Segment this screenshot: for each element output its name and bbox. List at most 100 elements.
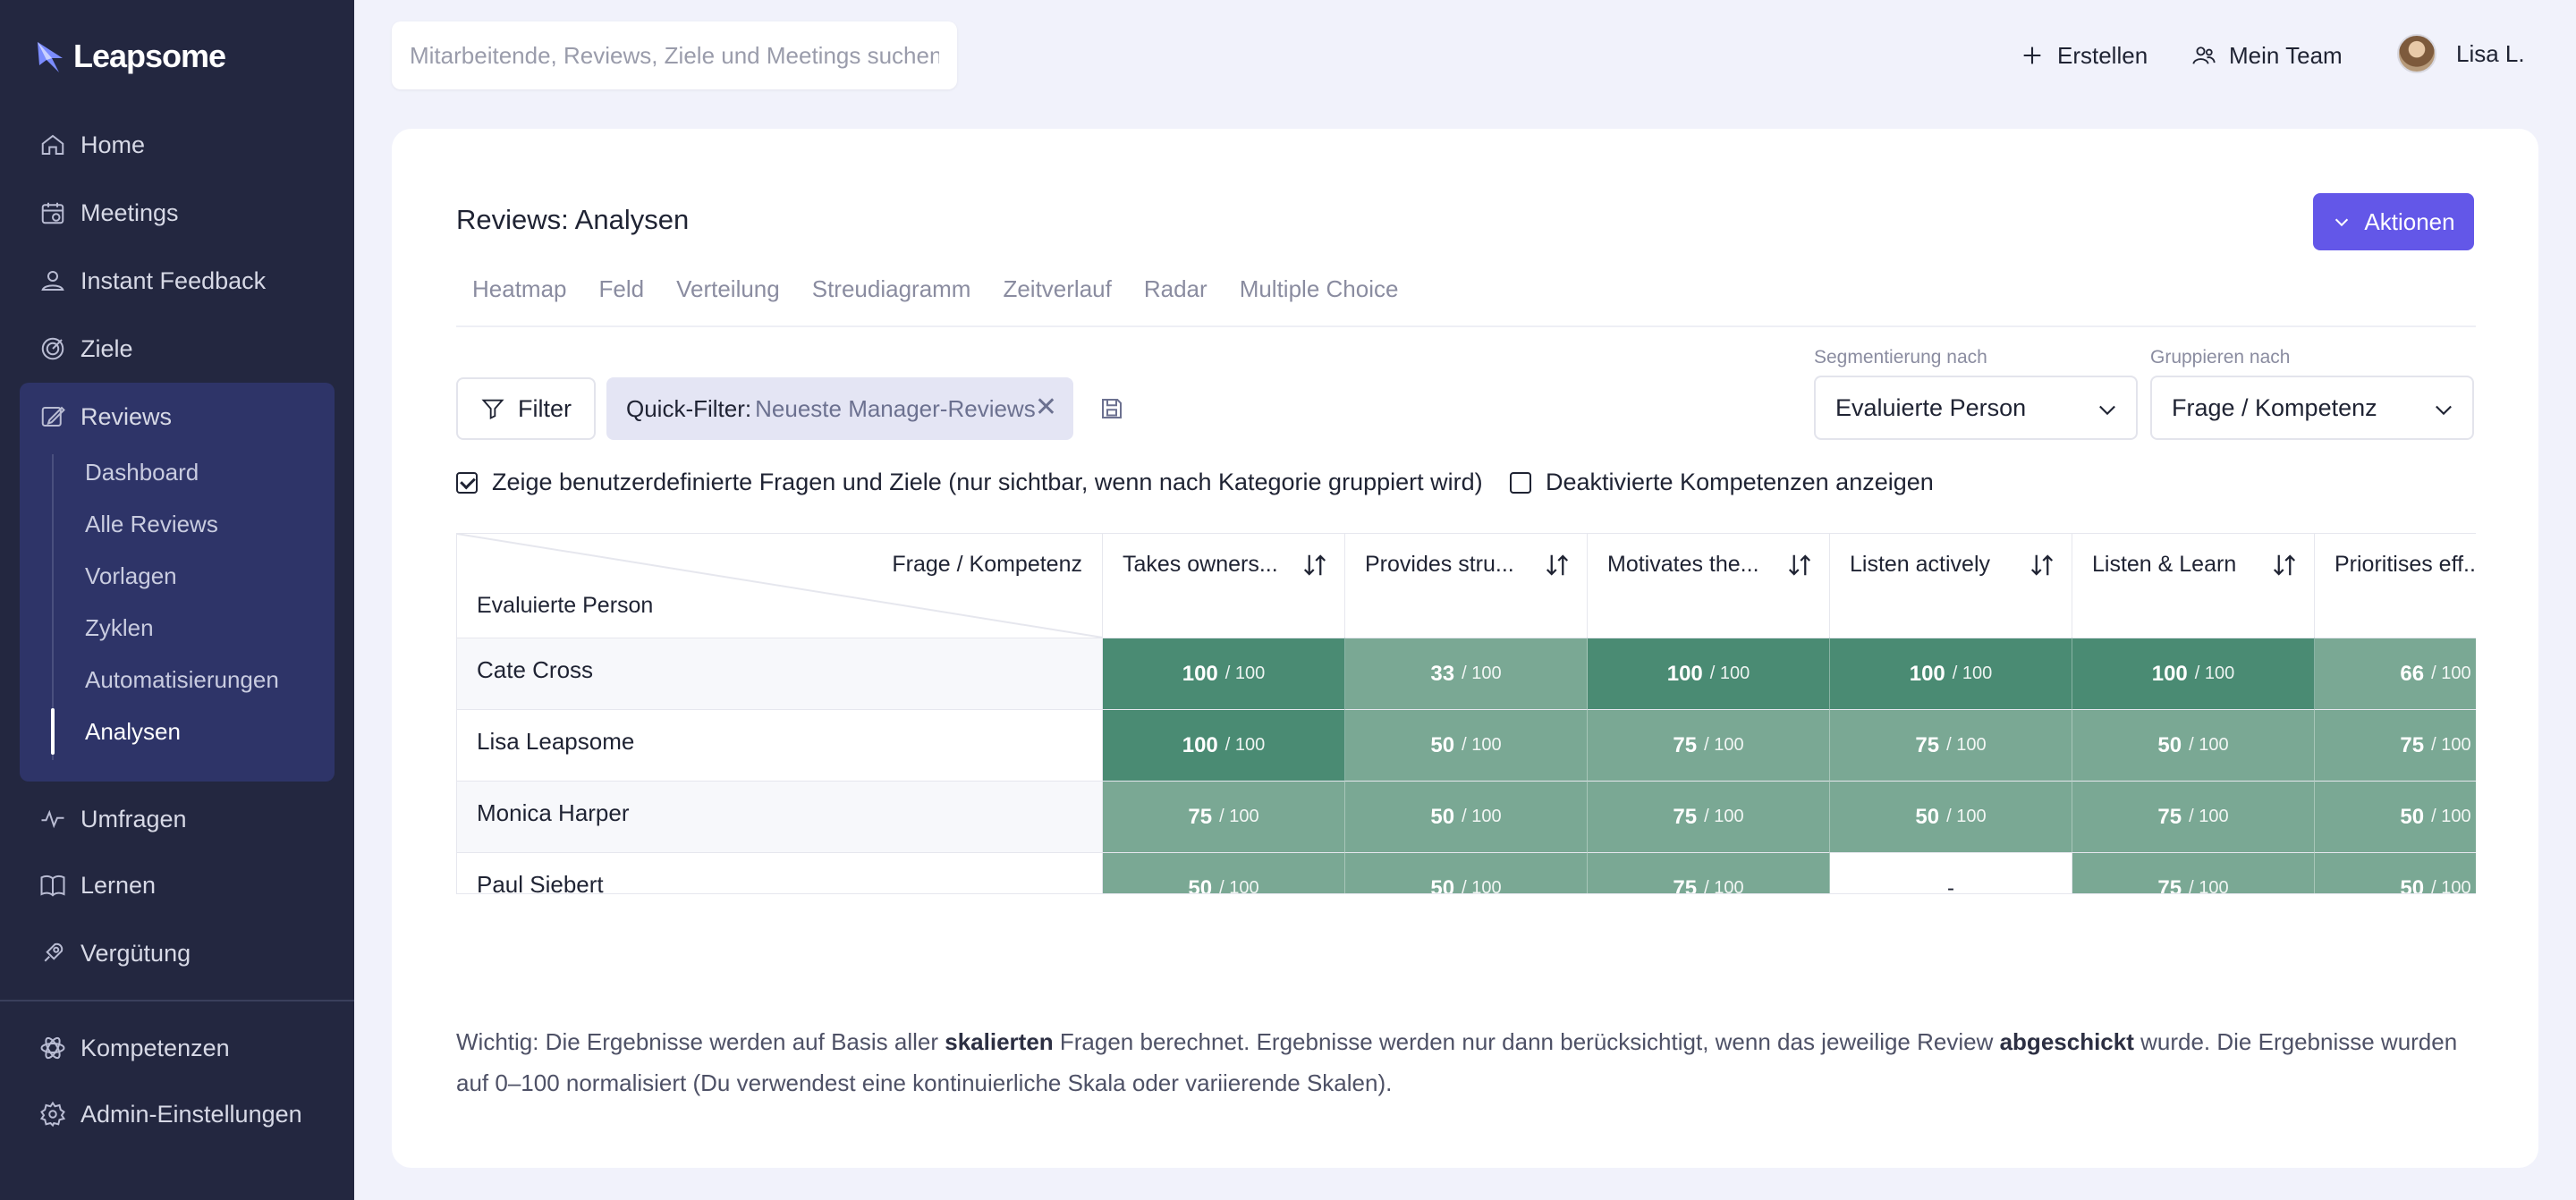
sidebar-item-instant-feedback[interactable]: Instant Feedback xyxy=(39,263,266,299)
cell-score: 75 xyxy=(2157,804,2182,829)
sort-icon[interactable] xyxy=(2271,552,2298,579)
sidebar-sub-alle-reviews[interactable]: Alle Reviews xyxy=(85,510,218,537)
home-icon xyxy=(41,134,64,155)
sidebar-item-label: Meetings xyxy=(80,199,179,226)
heatmap-cell[interactable]: 100 / 100 xyxy=(1103,709,1345,781)
heatmap-cell[interactable]: 75 / 100 xyxy=(1830,709,2072,781)
cell-max: / 100 xyxy=(1462,807,1502,826)
sidebar-item-umfragen[interactable]: Umfragen xyxy=(39,801,187,837)
sort-icon[interactable] xyxy=(1544,552,1571,579)
cell-max: / 100 xyxy=(1709,663,1750,683)
custom-questions-toggle[interactable]: Zeige benutzerdefinierte Fragen und Ziel… xyxy=(456,469,1483,496)
note-text-2: Fragen berechnet. Ergebnisse werden nur … xyxy=(1053,1028,2000,1055)
group-select[interactable]: Frage / Kompetenz xyxy=(2150,376,2474,440)
sidebar-item-home[interactable]: Home xyxy=(39,127,145,163)
tab-multiple-choice[interactable]: Multiple Choice xyxy=(1239,275,1399,302)
heatmap-cell[interactable]: 100 / 100 xyxy=(2072,638,2315,709)
heatmap-cell[interactable]: 100 / 100 xyxy=(1103,638,1345,709)
column-header[interactable]: Prioritises eff... xyxy=(2315,534,2476,638)
save-icon[interactable] xyxy=(1098,395,1125,422)
sidebar-sub-automatisierungen[interactable]: Automatisierungen xyxy=(85,665,279,693)
heatmap-cell[interactable]: 75 / 100 xyxy=(1103,781,1345,852)
cell-score: 75 xyxy=(2400,732,2425,757)
cell-score: 50 xyxy=(1430,804,1455,829)
sidebar-item-lernen[interactable]: Lernen xyxy=(39,867,156,903)
heatmap-cell[interactable]: 50 / 100 xyxy=(2315,781,2476,852)
heatmap-cell[interactable]: 50 / 100 xyxy=(1345,852,1588,894)
chevron-down-icon xyxy=(2099,405,2115,416)
quick-filter-chip[interactable]: Quick-Filter: Neueste Manager-Reviews ✕ xyxy=(606,377,1073,440)
sort-icon[interactable] xyxy=(1301,552,1328,579)
heatmap-cell[interactable]: 50 / 100 xyxy=(2072,709,2315,781)
tab-verteilung[interactable]: Verteilung xyxy=(676,275,780,302)
feedback-icon xyxy=(41,271,64,291)
sidebar-sub-vorlagen[interactable]: Vorlagen xyxy=(85,562,177,589)
heatmap-cell[interactable]: 75 / 100 xyxy=(2072,781,2315,852)
column-header-label: Motivates the... xyxy=(1607,552,1759,577)
sidebar-item-admin-einstellungen[interactable]: Admin-Einstellungen xyxy=(39,1096,302,1132)
page-title: Reviews: Analysen xyxy=(456,204,690,235)
reviews-group xyxy=(20,383,335,782)
sidebar-sub-dashboard[interactable]: Dashboard xyxy=(85,458,199,486)
heatmap-cell[interactable]: 75 / 100 xyxy=(1588,781,1830,852)
user-name: Lisa L. xyxy=(2456,39,2525,67)
tab-streudiagramm[interactable]: Streudiagramm xyxy=(811,275,971,302)
sort-icon[interactable] xyxy=(1786,552,1813,579)
deactivated-competencies-checkbox[interactable] xyxy=(1510,471,1531,494)
filter-button[interactable]: Filter xyxy=(456,377,596,440)
column-header[interactable]: Listen actively xyxy=(1830,534,2072,638)
deactivated-competencies-toggle[interactable]: Deaktivierte Kompetenzen anzeigen xyxy=(1510,469,1934,496)
tab-feld[interactable]: Feld xyxy=(598,275,645,302)
column-header[interactable]: Motivates the... xyxy=(1588,534,1830,638)
leapsome-logo[interactable]: Leapsome xyxy=(36,38,226,75)
column-header[interactable]: Provides stru... xyxy=(1345,534,1588,638)
sort-icon[interactable] xyxy=(2029,552,2055,579)
sidebar-sub-zyklen[interactable]: Zyklen xyxy=(85,613,154,641)
heatmap-cell[interactable]: 75 / 100 xyxy=(1588,852,1830,893)
chevron-down-icon xyxy=(2335,218,2349,227)
custom-questions-checkbox[interactable] xyxy=(456,471,478,494)
row-person-name: Monica Harper xyxy=(457,781,1103,852)
tab-zeitverlauf[interactable]: Zeitverlauf xyxy=(1003,275,1112,302)
sidebar-item-kompetenzen[interactable]: Kompetenzen xyxy=(39,1030,230,1066)
heatmap-cell[interactable]: 33 / 100 xyxy=(1345,638,1588,709)
heatmap-cell[interactable]: 50 / 100 xyxy=(1345,709,1588,781)
sidebar-item-meetings[interactable]: Meetings xyxy=(39,195,179,231)
my-team-button[interactable]: Mein Team xyxy=(2191,36,2343,75)
heatmap-cell[interactable]: 75 / 100 xyxy=(2315,709,2476,781)
sidebar-item-reviews[interactable]: Reviews xyxy=(39,399,172,435)
cell-max: / 100 xyxy=(2194,663,2235,683)
actions-button[interactable]: Aktionen xyxy=(2313,193,2474,250)
user-menu[interactable]: Lisa L. xyxy=(2397,34,2525,73)
global-search[interactable] xyxy=(392,21,957,89)
my-team-label: Mein Team xyxy=(2229,41,2343,69)
heatmap-cell[interactable]: 50 / 100 xyxy=(1830,781,2072,852)
create-button[interactable]: Erstellen xyxy=(2020,36,2148,75)
cell-score: 50 xyxy=(1430,875,1455,894)
column-header[interactable]: Listen & Learn xyxy=(2072,534,2315,638)
segment-select[interactable]: Evaluierte Person xyxy=(1814,376,2138,440)
heatmap-cell[interactable]: 50 / 100 xyxy=(1103,852,1345,893)
heatmap-cell[interactable]: 50 / 100 xyxy=(2315,852,2476,893)
tab-heatmap[interactable]: Heatmap xyxy=(472,275,567,302)
sidebar-item-ziele[interactable]: Ziele xyxy=(39,331,133,367)
rocket-icon xyxy=(44,942,64,962)
sidebar-item-verguetung[interactable]: Vergütung xyxy=(39,935,191,971)
tab-radar[interactable]: Radar xyxy=(1143,275,1208,302)
heatmap-cell[interactable]: 66 / 100 xyxy=(2315,638,2476,709)
plus-icon xyxy=(2023,46,2041,64)
cell-max: / 100 xyxy=(1952,663,1993,683)
heatmap-cell[interactable]: 100 / 100 xyxy=(1588,638,1830,709)
atom-icon xyxy=(40,1036,65,1060)
heatmap-cell[interactable]: 100 / 100 xyxy=(1830,638,2072,709)
column-header-label: Listen & Learn xyxy=(2092,552,2237,577)
close-icon[interactable]: ✕ xyxy=(1034,393,1057,422)
heatmap-cell[interactable]: 50 / 100 xyxy=(1345,781,1588,852)
column-header[interactable]: Takes owners... xyxy=(1103,534,1345,638)
sidebar-sub-analysen[interactable]: Analysen xyxy=(85,717,181,745)
heatmap-cell[interactable]: 75 / 100 xyxy=(1588,709,1830,781)
heatmap-cell[interactable]: - xyxy=(1830,852,2072,893)
heatmap-cell[interactable]: 75 / 100 xyxy=(2072,852,2315,893)
sidebar-divider xyxy=(0,1000,354,1001)
search-input[interactable] xyxy=(392,21,957,89)
